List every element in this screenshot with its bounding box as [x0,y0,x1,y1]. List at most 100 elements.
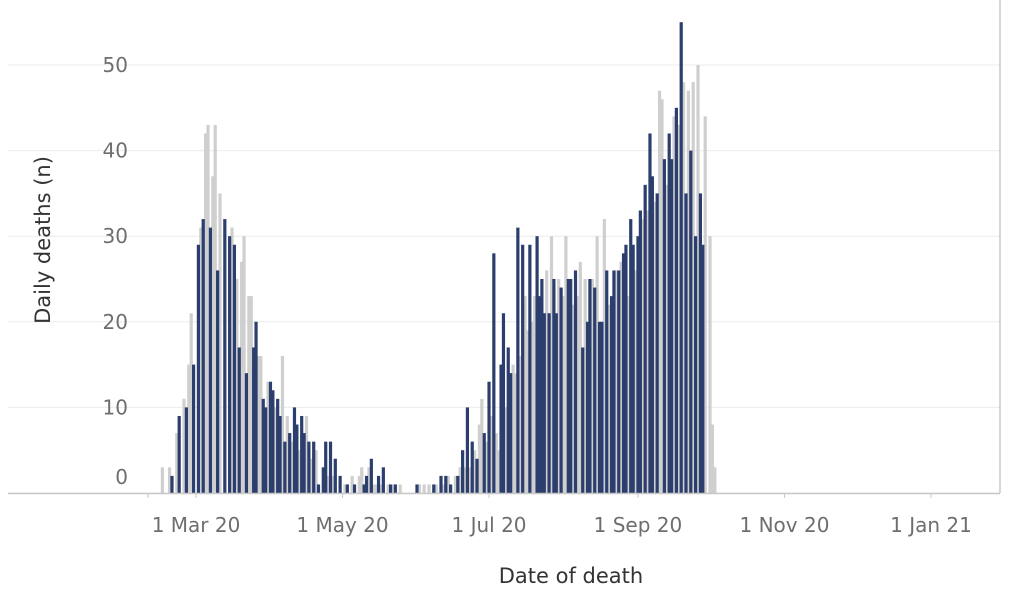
bar-dark-2020-05-18 [381,467,385,493]
bar-light-2020-07-08 [504,407,508,493]
bar-light-2020-07-25 [545,270,549,493]
bar-light-2020-04-16 [304,415,309,493]
bar-light-2020-06-28 [480,398,484,493]
bar-light-2020-03-18 [235,279,239,493]
bar-light-2020-05-22 [391,484,395,493]
bar-light-2020-08-18 [602,219,606,493]
bar-dark-2020-08-14 [593,287,597,493]
bar-light-2020-08-05 [571,304,575,493]
bar-dark-2020-09-17 [674,107,678,494]
bar-light-2020-03-24 [249,296,253,493]
bar-light-2020-09-18 [677,124,681,494]
y-tick-label-20: 20 [103,310,128,334]
bar-dark-2020-09-28 [701,244,705,493]
bar-dark-2020-09-21 [684,193,688,493]
bar-light-2020-04-03 [273,407,277,493]
bar-light-2020-07-20 [533,296,537,493]
bar-dark-2020-03-10 [216,270,220,493]
bar-dark-2020-08-22 [612,270,616,493]
bar-dark-2020-07-03 [492,253,496,493]
bar-dark-2020-09-12 [662,159,666,493]
bar-light-2020-10-03 [713,467,717,493]
bar-dark-2020-05-10 [362,484,366,493]
bar-dark-2020-06-11 [439,475,443,493]
bar-light-2020-08-01 [561,296,566,493]
bar-light-2020-04-25 [326,475,330,493]
bar-light-2020-03-16 [230,227,234,493]
bar-dark-2020-08-12 [588,279,592,493]
bar-dark-2020-09-07 [650,176,654,493]
bar-light-2020-07-27 [549,236,554,493]
bar-light-2020-08-20 [607,304,611,493]
bar-light-2020-03-21 [242,236,246,493]
bar-dark-2020-07-31 [559,287,563,493]
bar-dark-2020-04-26 [328,441,333,493]
bar-light-2020-02-28 [189,313,193,493]
bar-light-2020-04-13 [297,450,301,493]
bar-dark-2020-03-26 [254,321,258,493]
bar-light-2020-08-07 [576,296,580,493]
x-tick-label-4: 1 Nov 20 [740,513,830,537]
bar-light-2020-03-27 [256,356,261,493]
bar-dark-2020-07-23 [540,279,544,493]
bar-light-2020-08-31 [633,270,638,493]
bar-dark-2020-07-28 [552,279,556,493]
bar-dark-2020-04-07 [283,441,287,493]
bar-dark-2020-06-24 [470,441,474,493]
bar-light-2020-06-12 [441,484,445,493]
bar-dark-2020-06-15 [449,484,453,493]
bar-dark-2020-07-06 [499,364,503,493]
bar-dark-2020-09-23 [689,150,693,493]
bar-light-2020-05-14 [372,484,376,493]
bar-light-2020-03-08 [211,176,215,493]
bar-light-2020-09-20 [682,82,686,494]
bar-light-2020-06-21 [463,467,467,493]
bar-light-2020-02-25 [182,398,186,493]
bar-dark-2020-07-22 [537,296,542,493]
x-tick-label-5: 1 Jan 21 [890,513,972,537]
bar-dark-2020-09-27 [698,193,703,493]
bar-dark-2020-02-29 [192,364,196,493]
bar-dark-2020-06-08 [432,484,436,493]
bar-light-2020-09-26 [696,65,700,493]
bar-dark-2020-06-29 [482,433,486,493]
bar-light-2020-08-25 [619,261,623,493]
bar-dark-2020-03-22 [244,373,249,493]
bar-light-2020-08-13 [590,279,594,493]
bar-dark-2020-09-06 [648,133,652,494]
x-tick-label-0: 1 Mar 20 [152,513,241,537]
bar-dark-2020-05-23 [393,484,397,493]
y-tick-labels: 0 10 20 30 40 50 [103,53,128,489]
bar-dark-2020-09-19 [679,22,683,493]
bar-light-2020-05-20 [386,484,390,493]
bar-light-2020-04-08 [285,415,289,493]
bar-light-2020-04-18 [309,458,313,493]
bar-dark-2020-04-12 [295,424,299,493]
bar-dark-2020-03-29 [261,398,265,493]
bar-dark-2020-08-27 [624,244,628,493]
bar-light-2020-07-11 [511,364,515,493]
bar-dark-2020-07-26 [547,313,551,493]
bar-light-2020-06-02 [417,484,421,493]
bar-light-2020-03-05 [204,133,208,494]
bar-light-2020-02-22 [175,433,179,493]
x-tick-label-3: 1 Sep 20 [594,513,683,537]
bar-dark-2020-04-24 [324,441,328,493]
bar-dark-2020-05-11 [364,475,369,493]
bar-dark-2020-08-19 [605,270,609,493]
bar-dark-2020-08-21 [609,296,614,493]
bar-dark-2020-02-26 [184,407,188,493]
bar-dark-2020-02-23 [177,415,181,493]
bar-light-2020-04-06 [280,356,285,493]
bar-dark-2020-07-07 [501,313,506,493]
bar-light-2020-05-25 [398,484,402,493]
bar-light-2020-08-10 [583,279,587,493]
bar-light-2020-04-27 [331,475,335,493]
bar-dark-2020-08-17 [600,321,604,493]
bar-dark-2020-03-19 [237,347,241,493]
bar-dark-2020-04-05 [278,415,282,493]
bar-light-2020-10-02 [710,424,715,493]
bar-light-2020-07-14 [518,356,522,493]
bar-dark-2020-03-02 [196,244,200,493]
